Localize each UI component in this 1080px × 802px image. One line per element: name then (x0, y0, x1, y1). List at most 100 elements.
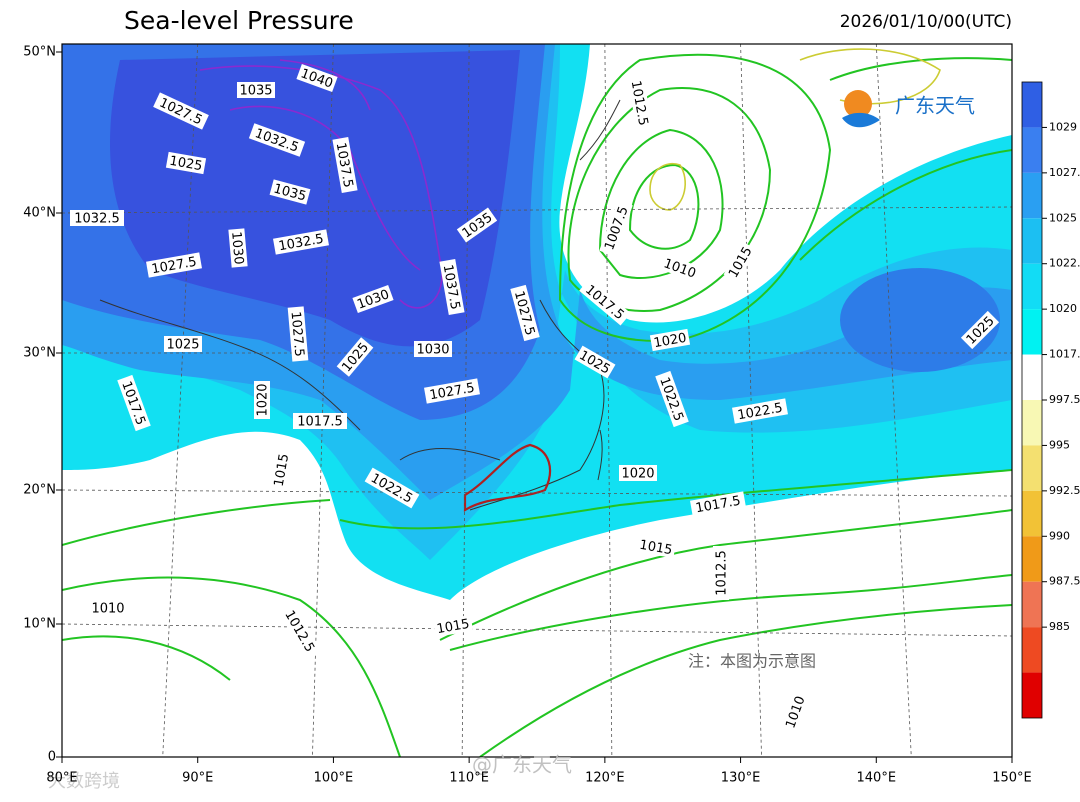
colorbar-swatch (1022, 627, 1042, 673)
contour-value: 1025 (166, 338, 199, 353)
label-box (153, 92, 209, 130)
grid-line (62, 489, 1012, 497)
label-box (579, 278, 631, 326)
lon-label: 110°E (449, 771, 489, 786)
contour-label: 1030 (228, 228, 248, 268)
lon-label: 90°E (182, 771, 213, 786)
colorbar-label: 995 (1049, 438, 1070, 451)
label-box (574, 345, 616, 379)
grid-line (740, 44, 762, 757)
colorbar-swatch (1022, 82, 1042, 128)
label-box (89, 600, 127, 616)
label-box (117, 374, 151, 432)
colorbar-swatch (1022, 581, 1042, 628)
contour-label: 1030 (414, 341, 452, 358)
contour-label: 1025 (165, 151, 207, 175)
label-box (960, 310, 1000, 350)
contour-value: 1035 (239, 84, 272, 99)
contour-value: 1027.5 (288, 311, 307, 358)
colorbar-swatch (1022, 400, 1042, 446)
label-box (627, 75, 653, 131)
contour-value: 1015 (638, 538, 673, 559)
contour-value: 1020 (653, 331, 688, 352)
label-box (649, 328, 691, 352)
contour-label: 1025 (164, 336, 202, 353)
contour-label: 1027.5 (287, 306, 309, 362)
contour-value: 1020 (256, 383, 271, 416)
colorbar-label: 1017. (1049, 348, 1080, 361)
colorbar-label: 1022. (1049, 257, 1080, 270)
label-box (780, 691, 810, 733)
label-box (332, 137, 358, 193)
label-box (269, 449, 293, 491)
grid-line (312, 44, 334, 757)
label-box (690, 491, 746, 517)
colorbar: 1029 1027. 1025 1022. 1020 1017. 997.5 995 992.5… (1021, 81, 1080, 719)
label-box (164, 336, 202, 352)
contour-value: 1012.5 (715, 550, 730, 596)
label-box (659, 253, 701, 283)
label-box (655, 370, 689, 428)
label-box (414, 341, 452, 357)
label-box (279, 603, 321, 659)
label-box (439, 259, 465, 315)
colorbar-label: 992.5 (1049, 484, 1080, 497)
contour-value: 1015 (436, 617, 471, 638)
colorbar-label: 1029 (1049, 120, 1077, 133)
lon-label: 100°E (314, 771, 354, 786)
label-box (165, 151, 207, 175)
lon-label: 80°E (46, 771, 77, 786)
label-box (146, 252, 202, 278)
lon-label: 150°E (992, 771, 1032, 786)
label-box (296, 63, 338, 93)
contour-label: 1035 (237, 82, 275, 99)
label-box (287, 306, 309, 362)
contour-value: 1010 (91, 602, 124, 617)
label-box (510, 284, 540, 342)
map-field (62, 44, 1012, 757)
label-box (237, 82, 275, 98)
contour-label: 1015 (432, 614, 474, 638)
colorbar-swatch (1022, 309, 1042, 355)
contour-label: 1020 (619, 465, 657, 482)
contour-label: 1012.5 (713, 546, 730, 600)
title: Sea-level Pressure (124, 6, 354, 35)
colorbar-swatch (1022, 263, 1042, 310)
contour-value: 1015 (272, 453, 293, 488)
colorbar-label: 985 (1049, 620, 1070, 633)
lat-label: 50°N (23, 45, 56, 60)
contour-value: 1032.5 (74, 212, 120, 227)
label-box (432, 614, 474, 638)
contour-value: 1017.5 (297, 415, 343, 430)
lon-label: 130°E (721, 771, 761, 786)
colorbar-swatch (1022, 172, 1042, 219)
colorbar-label: 990 (1049, 529, 1070, 542)
label-box (248, 123, 306, 157)
contour-label: 1032.5 (70, 210, 124, 227)
colorbar-label: 1025 (1049, 211, 1077, 224)
colorbar-swatch (1022, 536, 1042, 582)
label-box (336, 337, 374, 377)
colorbar-label: 987.5 (1049, 575, 1080, 588)
contour-label: 1017.5 (293, 413, 347, 430)
label-box (273, 229, 329, 255)
timestamp: 2026/01/10/00(UTC) (840, 12, 1012, 32)
contour-label: 1015 (269, 449, 293, 491)
label-box (254, 381, 270, 419)
contour-value: 1025 (168, 154, 203, 175)
label-box (424, 378, 480, 404)
contour-value: 1030 (416, 343, 449, 358)
lat-label: 0 (48, 750, 56, 765)
colorbar-swatch (1022, 490, 1042, 537)
label-box (723, 241, 757, 283)
grid-line (604, 44, 613, 757)
watermark: 大数跨境 (48, 771, 120, 792)
watermark: @广东天气 (472, 753, 572, 777)
lat-label: 10°N (23, 617, 56, 632)
contour-label: 1015 (635, 535, 677, 559)
label-box (635, 535, 677, 559)
grid-line (62, 206, 1012, 214)
colorbar-label: 1027. (1049, 166, 1080, 179)
label-box (228, 228, 248, 268)
